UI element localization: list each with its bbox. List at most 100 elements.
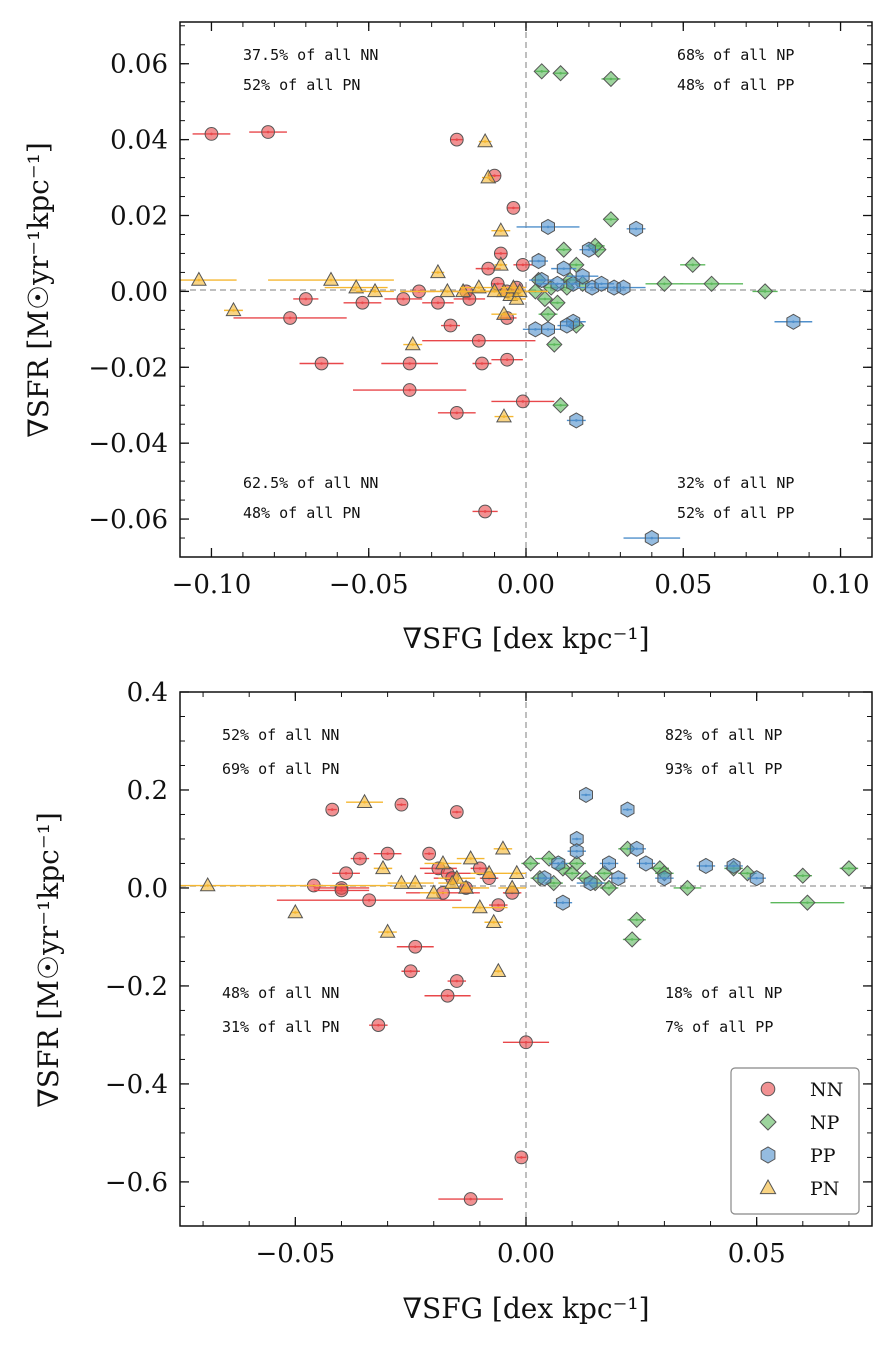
point-center-np: [635, 918, 639, 922]
point-center-pn: [450, 881, 454, 885]
annotation-top-right-1: 68% of all NP: [677, 46, 794, 64]
point-center-np: [529, 862, 532, 865]
point-center-np: [609, 77, 613, 81]
point-center-np: [552, 881, 555, 885]
point-center-pn: [363, 800, 366, 804]
legend-marker-pn: [759, 1178, 777, 1195]
legend-label-pn: PN: [810, 1178, 839, 1200]
point-center-np: [607, 886, 611, 890]
point-center-pp: [561, 901, 565, 904]
legend-label-np: NP: [810, 1112, 840, 1134]
point-center-pp: [755, 876, 758, 880]
y-tick-label: 0.06: [110, 50, 168, 80]
x-tick-label: 0.10: [812, 570, 870, 600]
point-center-nn: [377, 1023, 380, 1027]
point-center-pn: [477, 286, 481, 289]
point-center-np: [547, 857, 551, 860]
annotation-top-right-2: 93% of all PP: [665, 760, 782, 778]
point-center-pn: [487, 871, 491, 875]
point-center-pn: [455, 876, 459, 880]
point-center-nn: [400, 803, 403, 806]
point-center-pp: [626, 808, 629, 811]
annotation-top-left-2: 69% of all PN: [222, 760, 339, 778]
top-data-points: [180, 63, 813, 547]
point-center-nn: [413, 945, 417, 949]
point-center-pn: [386, 930, 389, 934]
annotation-top-right-1: 82% of all NP: [665, 726, 782, 744]
bottom-ticks: −0.05 0.00 0.05 −0.6 −0.4 −0.2 0.0 0.2 0.4: [105, 678, 872, 1269]
point-center-pn: [508, 293, 512, 297]
point-center-pn: [436, 271, 440, 274]
point-center-pn: [499, 263, 503, 267]
point-center-pp: [622, 286, 625, 289]
x-tick-label: −0.05: [255, 1239, 335, 1269]
point-center-pp: [587, 248, 591, 251]
y-tick-label: −0.4: [105, 1070, 168, 1100]
point-center-nn: [386, 852, 389, 855]
point-center-pn: [486, 176, 490, 179]
point-center-pp: [571, 282, 575, 286]
point-center-nn: [499, 252, 503, 255]
point-center-nn: [361, 301, 364, 305]
y-tick-label: 0.02: [110, 202, 168, 232]
point-center-nn: [427, 852, 431, 855]
bottom-axes-frame: [179, 691, 873, 1227]
point-center-pp: [616, 876, 620, 880]
point-center-pp: [546, 225, 550, 229]
point-center-nn: [320, 362, 323, 365]
point-center-np: [746, 871, 749, 875]
point-center-nn: [402, 297, 405, 301]
annotation-bottom-right-1: 18% of all NP: [665, 984, 782, 1002]
x-tick-label: −0.10: [172, 570, 252, 600]
point-center-nn: [455, 411, 459, 415]
point-center-nn: [505, 358, 509, 361]
point-center-np: [663, 282, 666, 286]
annotation-top-left-1: 52% of all NN: [222, 726, 339, 744]
point-center-nn: [496, 282, 499, 286]
point-center-pn: [197, 278, 201, 282]
x-tick-label: 0.00: [497, 570, 555, 600]
point-center-pn: [518, 290, 522, 293]
point-center-pp: [590, 286, 594, 289]
point-center-pp: [589, 881, 592, 885]
point-center-nn: [478, 867, 482, 870]
top-ticks: −0.10 −0.05 0.00 0.05 0.10 −0.06 −0.04 −0.02 0.0…: [88, 22, 873, 600]
point-center-nn: [330, 808, 334, 811]
point-center-pp: [537, 259, 540, 263]
point-center-pn: [373, 290, 377, 293]
top-scatter-panel: −0.10 −0.05 0.00 0.05 0.10 −0.06 −0.04 −0.02 0.0…: [22, 21, 873, 655]
point-center-pp: [546, 328, 550, 331]
bottom-x-axis-label: ∇SFG [dex kpc⁻¹]: [402, 1292, 649, 1325]
point-center-pn: [381, 867, 385, 870]
bottom-data-points: [180, 786, 859, 1206]
legend-label-pp: PP: [810, 1145, 836, 1167]
annotation-top-left-1: 37.5% of all NN: [243, 46, 378, 64]
point-center-np: [847, 867, 851, 870]
point-center-pp: [562, 267, 566, 270]
point-center-pn: [510, 886, 514, 890]
point-center-pn: [502, 415, 506, 418]
point-center-pp: [644, 862, 648, 865]
annotation-bottom-left-2: 31% of all PN: [222, 1018, 339, 1036]
point-center-pp: [607, 862, 611, 865]
point-center-pn: [499, 229, 503, 232]
point-center-np: [686, 886, 689, 890]
point-center-nn: [340, 889, 343, 892]
point-center-np: [562, 248, 566, 251]
point-center-pn: [493, 290, 496, 293]
point-center-nn: [408, 388, 411, 392]
point-center-nn: [210, 132, 213, 136]
point-center-nn: [497, 903, 500, 907]
point-center-nn: [288, 316, 292, 320]
top-y-axis-label: ∇SFR [M☉yr⁻¹kpc⁻¹]: [22, 142, 55, 438]
point-center-pp: [635, 847, 639, 851]
y-tick-label: 0.00: [110, 277, 168, 307]
bottom-y-axis-label: ∇SFR [M☉yr⁻¹kpc⁻¹]: [32, 812, 65, 1108]
point-center-nn: [446, 994, 449, 998]
point-center-pn: [492, 920, 496, 924]
point-center-nn: [409, 969, 412, 973]
point-center-pp: [581, 274, 584, 278]
point-center-pn: [432, 891, 436, 895]
x-tick-label: 0.05: [654, 570, 712, 600]
